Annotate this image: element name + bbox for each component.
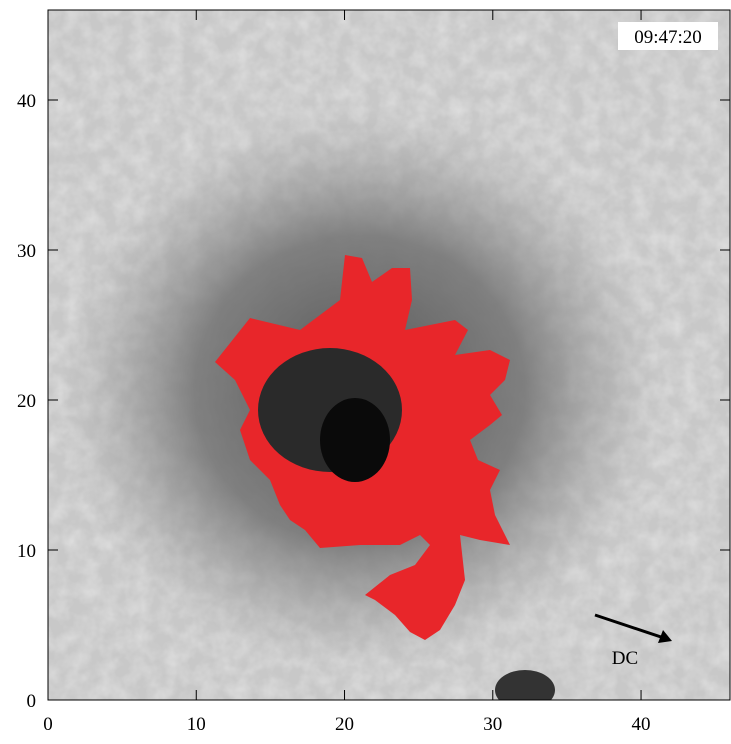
chart: 09:47:20 DC 0 10 20 30 40 0 10 20 30 40 xyxy=(0,0,731,744)
direction-label: DC xyxy=(612,648,638,669)
x-tick-label: 40 xyxy=(632,714,651,735)
y-tick-label: 30 xyxy=(17,241,36,262)
x-tick-label: 20 xyxy=(335,714,354,735)
x-tick-label: 30 xyxy=(483,714,502,735)
x-tick-label: 10 xyxy=(187,714,206,735)
y-tick-label: 10 xyxy=(17,541,36,562)
y-tick-label: 40 xyxy=(17,91,36,112)
y-tick-label: 0 xyxy=(27,691,37,712)
solar-image xyxy=(48,10,730,710)
y-tick-label: 20 xyxy=(17,391,36,412)
page: {"chart_data": {"type": "image", "xlim":… xyxy=(0,0,731,744)
x-tick-label: 0 xyxy=(43,714,53,735)
timestamp: 09:47:20 xyxy=(634,27,702,48)
